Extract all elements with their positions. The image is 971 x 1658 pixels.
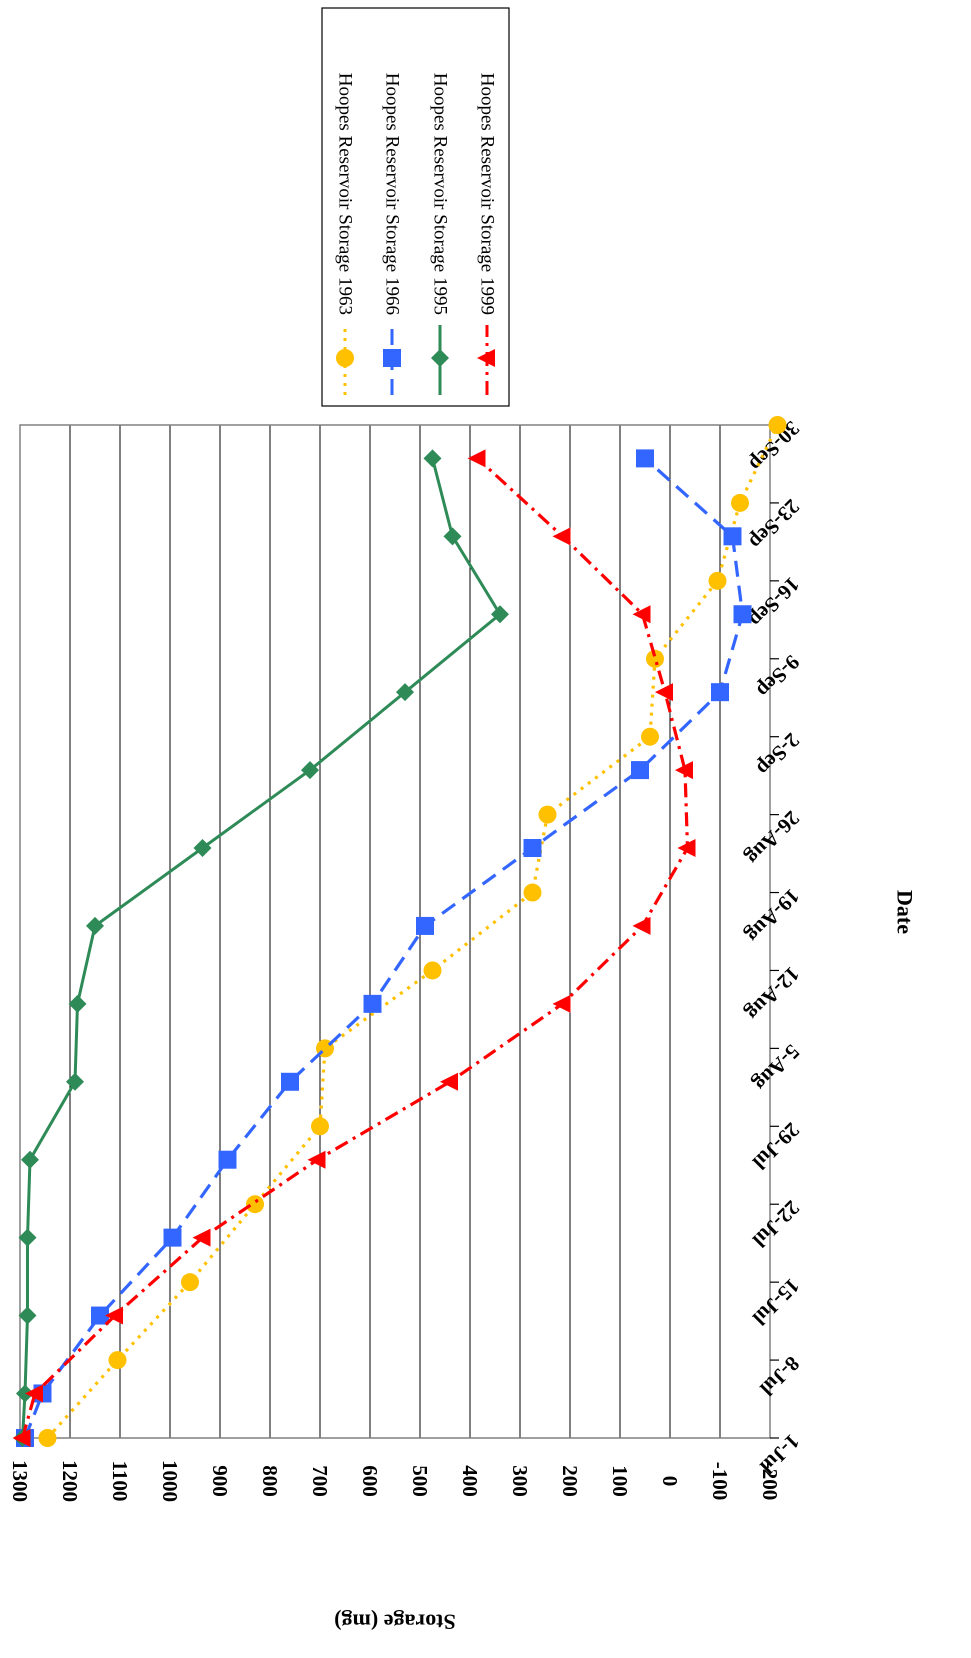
series-marker-circle bbox=[336, 349, 354, 367]
value-tick-label: 800 bbox=[258, 1465, 282, 1497]
value-tick-label: -100 bbox=[708, 1462, 732, 1501]
series-line bbox=[21, 458, 502, 1439]
series-marker-square bbox=[723, 527, 742, 546]
series-marker-square bbox=[363, 994, 382, 1013]
value-tick-label: 100 bbox=[608, 1465, 632, 1497]
legend-label: Hoopes Reservoir Storage 1963 bbox=[335, 73, 356, 315]
x-axis-title: Date bbox=[893, 890, 918, 934]
series-line bbox=[23, 457, 745, 1439]
series-marker-triangle bbox=[25, 1384, 43, 1403]
series-marker-square bbox=[733, 605, 752, 624]
series-marker-diamond bbox=[443, 527, 462, 546]
series-marker-triangle bbox=[675, 761, 693, 780]
series-marker-diamond bbox=[491, 605, 509, 624]
value-tick-label: 900 bbox=[208, 1465, 232, 1497]
legend-label: Hoopes Reservoir Storage 1995 bbox=[430, 73, 451, 315]
series-layer bbox=[12, 416, 787, 1447]
series-marker-triangle bbox=[12, 1429, 31, 1447]
series-marker-triangle bbox=[105, 1306, 123, 1325]
series-marker-triangle bbox=[440, 1072, 458, 1091]
series-marker-square bbox=[523, 839, 542, 858]
series-marker-square bbox=[218, 1150, 237, 1169]
series-marker-square bbox=[383, 349, 401, 367]
series-marker-triangle bbox=[655, 683, 673, 702]
series-marker-diamond bbox=[301, 761, 319, 780]
series-marker-triangle bbox=[467, 449, 486, 468]
legend: Hoopes Reservoir Storage 1963 Hoopes Rese… bbox=[321, 7, 510, 407]
legend-box bbox=[321, 7, 510, 407]
value-tick-label: 600 bbox=[358, 1465, 382, 1497]
series-marker-triangle bbox=[192, 1228, 211, 1247]
series-marker-circle bbox=[246, 1195, 264, 1214]
series-marker-circle bbox=[731, 493, 749, 512]
series-marker-diamond bbox=[423, 449, 442, 468]
value-tick-label: 0 bbox=[658, 1476, 682, 1487]
series-marker-triangle bbox=[552, 994, 571, 1013]
value-tick-label: 500 bbox=[408, 1465, 432, 1497]
series-marker-diamond bbox=[18, 1306, 37, 1325]
value-axis-ticks: 1300 1200 1100 1000 900 800 700 600 500 400 300 200… bbox=[8, 1460, 782, 1502]
series-marker-circle bbox=[768, 416, 787, 434]
series-marker-circle bbox=[108, 1351, 127, 1370]
legend-label: Hoopes Reservoir Storage 1966 bbox=[382, 73, 403, 315]
series-marker-circle bbox=[646, 649, 664, 668]
value-tick-label: 700 bbox=[308, 1465, 332, 1497]
series-marker-square bbox=[631, 761, 649, 780]
series-marker-circle bbox=[311, 1117, 329, 1136]
series-marker-circle bbox=[523, 883, 542, 902]
series-marker-circle bbox=[423, 961, 442, 980]
value-tick-label: 200 bbox=[558, 1465, 582, 1497]
value-tick-label: 1100 bbox=[108, 1461, 132, 1502]
series-line bbox=[20, 457, 690, 1439]
grid-layer bbox=[19, 425, 771, 1438]
series-marker-triangle bbox=[552, 527, 571, 546]
series-marker-circle bbox=[538, 805, 557, 824]
value-tick-label: 300 bbox=[508, 1465, 532, 1497]
series-marker-circle bbox=[641, 727, 659, 746]
series-marker-square bbox=[281, 1072, 299, 1091]
series-marker-square bbox=[711, 683, 729, 702]
series-marker-diamond bbox=[18, 1228, 37, 1247]
series-marker-diamond bbox=[396, 683, 414, 702]
series-marker-circle bbox=[38, 1429, 57, 1447]
series-marker-triangle bbox=[677, 839, 696, 858]
series-marker-diamond bbox=[86, 916, 104, 935]
series-marker-triangle bbox=[307, 1150, 326, 1169]
series-marker-triangle bbox=[632, 916, 651, 935]
series-marker-triangle bbox=[632, 605, 651, 624]
series-0 bbox=[38, 416, 787, 1447]
series-marker-circle bbox=[708, 571, 727, 590]
series-marker-square bbox=[163, 1228, 182, 1247]
series-marker-diamond bbox=[193, 839, 212, 858]
value-tick-label: 400 bbox=[458, 1465, 482, 1497]
series-marker-square bbox=[416, 916, 434, 935]
value-tick-label: 1300 bbox=[8, 1460, 32, 1502]
plot-area-border bbox=[19, 424, 771, 1439]
series-marker-diamond bbox=[66, 1072, 84, 1091]
series-marker-diamond bbox=[68, 994, 87, 1013]
value-tick-label: 1200 bbox=[58, 1460, 82, 1502]
series-marker-circle bbox=[181, 1273, 199, 1292]
series-marker-square bbox=[91, 1306, 109, 1325]
series-marker-diamond bbox=[431, 349, 449, 367]
value-tick-label: 1000 bbox=[158, 1460, 182, 1502]
series-3 bbox=[12, 449, 696, 1447]
series-marker-triangle bbox=[477, 349, 495, 367]
y-axis-title: Storage (mg) bbox=[334, 1610, 456, 1635]
series-marker-diamond bbox=[21, 1150, 39, 1169]
value-tick-label: -200 bbox=[758, 1462, 782, 1501]
series-marker-square bbox=[636, 449, 654, 468]
legend-label: Hoopes Reservoir Storage 1999 bbox=[477, 73, 498, 315]
